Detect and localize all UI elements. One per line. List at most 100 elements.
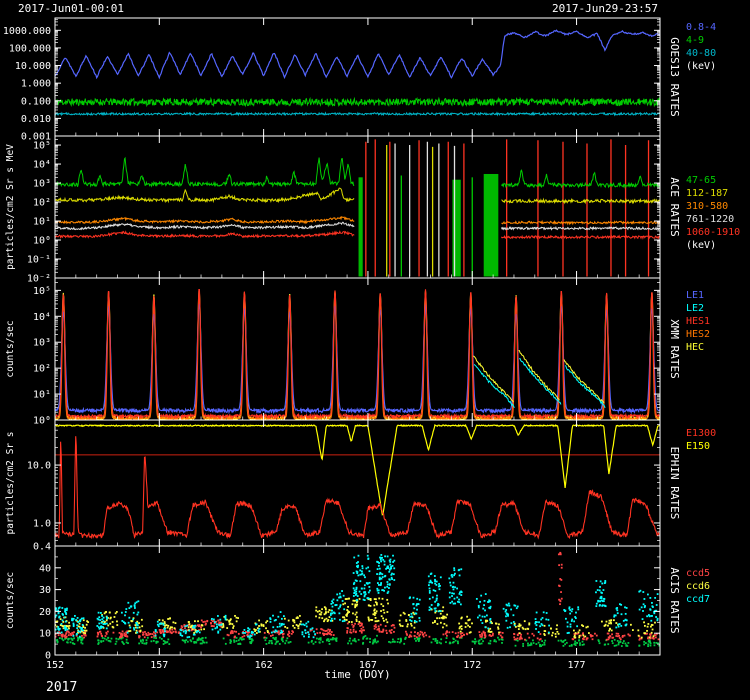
series-line bbox=[55, 156, 355, 188]
y-tick-label: 10⁻² bbox=[27, 274, 51, 285]
y-tick-label: 10³ bbox=[33, 179, 51, 190]
y-tick-label: 30 bbox=[39, 585, 51, 596]
series-line-00cc00 bbox=[55, 96, 660, 108]
panel-title: ACE RATES bbox=[668, 177, 681, 237]
panel-axes-3: 10.0 1.0 0.4 particles/cm2 Sr s EPHIN RATES E… bbox=[5, 419, 716, 553]
y-tick-label: 20 bbox=[39, 607, 51, 618]
legend-label: HES2 bbox=[686, 329, 710, 340]
series-spike-line bbox=[55, 289, 660, 420]
series-line bbox=[473, 363, 515, 408]
y-axis-title: counts/sec bbox=[5, 572, 16, 629]
start-date-label: 2017-Jun01-00:01 bbox=[18, 2, 124, 15]
panel-border bbox=[54, 17, 661, 137]
legend-label: 761-1220 bbox=[686, 214, 734, 225]
series-line-e0e0e0 bbox=[55, 221, 660, 231]
y-tick-label: 1.0 bbox=[33, 518, 51, 529]
legend-label: 310-580 bbox=[686, 201, 728, 212]
panel-border bbox=[54, 277, 661, 421]
legend-label: ccd5 bbox=[686, 568, 710, 579]
panel-title: ACIS RATES bbox=[668, 567, 681, 633]
series-vlines-e0e0e0 bbox=[394, 141, 456, 277]
series-spike-line bbox=[55, 290, 660, 420]
series-line bbox=[500, 234, 660, 240]
x-tick-label: 152 bbox=[46, 660, 64, 671]
series-line bbox=[563, 359, 605, 404]
y-tick-label: 10¹ bbox=[33, 217, 51, 228]
panel-title: GOES13 RATES bbox=[668, 37, 681, 116]
y-tick-label: 100.000 bbox=[9, 43, 51, 54]
end-date-label: 2017-Jun29-23:57 bbox=[552, 2, 658, 15]
panel-series-1 bbox=[55, 139, 660, 277]
legend-label: LE2 bbox=[686, 303, 704, 314]
series-vlines-dddd00 bbox=[386, 145, 434, 277]
y-tick-label: 0.010 bbox=[21, 114, 51, 125]
y-tick-label: 0 bbox=[45, 651, 51, 662]
series-spikes-ff7700 bbox=[55, 295, 660, 420]
series-scatter-ffff44 bbox=[55, 597, 656, 639]
year-label: 2017 bbox=[46, 680, 78, 695]
series-scatter-00ffff bbox=[55, 554, 659, 639]
y-tick-label: 10⁰ bbox=[33, 416, 51, 427]
legend-label: 112-187 bbox=[686, 188, 728, 199]
series-line-00cc00 bbox=[55, 156, 660, 189]
legend-label: E1300 bbox=[686, 428, 716, 439]
series-line-ffff33 bbox=[473, 350, 605, 404]
legend-label: 40-80 bbox=[686, 48, 716, 59]
series-line-00b8cc bbox=[55, 111, 660, 117]
panel-border bbox=[54, 419, 661, 547]
series-line-00ffff bbox=[473, 358, 606, 408]
y-tick-label: 40 bbox=[39, 563, 51, 574]
series-line bbox=[55, 29, 660, 80]
y-tick-label: 10⁴ bbox=[33, 312, 51, 323]
glitch-block bbox=[358, 177, 363, 277]
series-line-ffff00 bbox=[55, 423, 660, 516]
y-axis-title: counts/sec bbox=[5, 320, 16, 377]
y-tick-label: 10⁵ bbox=[33, 141, 51, 152]
y-axis-title: particles/cm2 Sr s bbox=[5, 432, 16, 535]
series-line-dddd00 bbox=[55, 187, 660, 205]
y-tick-label: 10.0 bbox=[27, 461, 51, 472]
series-line-ff8800 bbox=[55, 216, 660, 226]
x-axis-label: time (DOY) bbox=[324, 668, 391, 681]
series-rects-00cc00 bbox=[358, 173, 499, 277]
series-spikes-ffff33 bbox=[55, 290, 660, 420]
series-spikes-5566ff bbox=[55, 304, 660, 415]
y-tick-label: 10² bbox=[33, 198, 51, 209]
legend-label: 1060-1910 bbox=[686, 227, 740, 238]
series-spike-line bbox=[55, 304, 660, 415]
series-vlines-ff3322 bbox=[365, 139, 650, 277]
series-line bbox=[500, 225, 660, 231]
legend-label: (keV) bbox=[686, 240, 716, 251]
series-line bbox=[519, 358, 562, 405]
legend-label: LE1 bbox=[686, 290, 704, 301]
series-line bbox=[55, 423, 660, 516]
y-tick-label: 0.100 bbox=[21, 96, 51, 107]
x-tick-label: 157 bbox=[150, 660, 168, 671]
series-line bbox=[55, 216, 355, 225]
panel-axes-1: 10⁵ 10⁴ 10³ 10² 10¹ 10⁰ 10⁻¹ 10⁻² particles/cm2 … bbox=[5, 135, 740, 285]
y-tick-label: 10² bbox=[33, 364, 51, 375]
panel-series-2 bbox=[55, 289, 660, 420]
panel-border bbox=[54, 135, 661, 279]
series-line bbox=[500, 169, 660, 189]
series-scatter-ff4444 bbox=[55, 551, 660, 641]
legend-label: HES1 bbox=[686, 316, 710, 327]
series-line bbox=[55, 111, 660, 117]
series-line bbox=[518, 350, 560, 401]
glitch-block bbox=[483, 173, 499, 277]
legend-label: ccd7 bbox=[686, 594, 710, 605]
y-tick-label: 0.001 bbox=[21, 132, 51, 143]
series-line bbox=[501, 219, 660, 226]
series-vlines-00cc00 bbox=[400, 175, 473, 277]
series-line bbox=[564, 365, 606, 408]
x-tick-label: 167 bbox=[359, 660, 377, 671]
panel-axes-0: 1000.000 100.000 10.000 1.000 0.100 0.010 0.00… bbox=[3, 17, 716, 143]
series-line bbox=[55, 230, 355, 239]
y-tick-label: 10³ bbox=[33, 338, 51, 349]
x-tick-label: 172 bbox=[463, 660, 481, 671]
y-tick-label: 10⁻¹ bbox=[27, 255, 51, 266]
panel-title: XMM RATES bbox=[668, 319, 681, 379]
